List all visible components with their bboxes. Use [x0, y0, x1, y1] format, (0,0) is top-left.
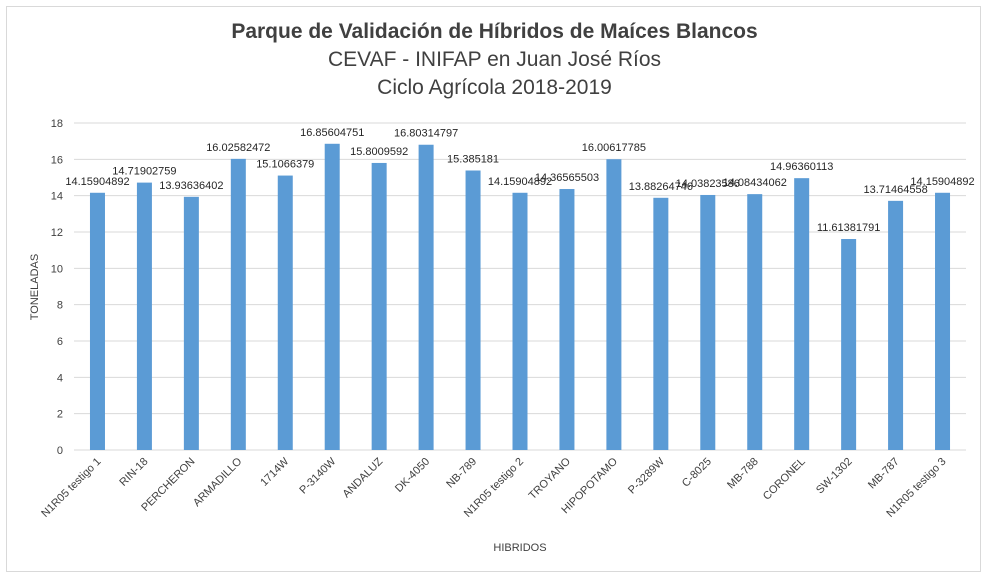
data-labels: 14.1590489214.7190275913.9363640216.0258…	[65, 127, 974, 234]
data-label: 14.96360113	[770, 161, 833, 173]
bar	[512, 192, 528, 450]
bar	[606, 159, 622, 450]
x-tick-label: C-8025	[680, 456, 714, 490]
bar	[700, 194, 716, 450]
bar	[559, 189, 575, 451]
bar	[794, 178, 810, 450]
data-label: 13.88264746	[629, 181, 693, 193]
y-tick-label: 18	[51, 118, 63, 130]
data-label: 16.02582472	[206, 142, 270, 154]
bar	[183, 196, 199, 450]
x-tick-label: NB-789	[444, 456, 479, 491]
x-tick-label: P-3140W	[297, 455, 338, 496]
y-tick-label: 0	[57, 445, 63, 457]
bar	[653, 197, 669, 450]
bar	[465, 170, 481, 450]
data-label: 14.15904892	[910, 176, 974, 188]
bar	[888, 200, 904, 450]
x-tick-label: MB-787	[866, 456, 902, 492]
x-tick-label: DK-4050	[393, 456, 432, 495]
y-tick-label: 10	[51, 263, 63, 275]
data-label: 14.15904892	[65, 176, 129, 188]
data-label: 14.15904892	[488, 176, 552, 188]
x-tick-label: P-3289W	[626, 455, 667, 496]
bar	[230, 158, 246, 450]
x-tick-label: CORONEL	[761, 456, 808, 503]
x-tick-label: TROYANO	[527, 455, 574, 502]
data-label: 11.61381791	[817, 222, 880, 234]
x-tick-label: RIN-18	[117, 456, 150, 489]
data-label: 13.71464558	[863, 184, 927, 196]
x-axis-title: HIBRIDOS	[493, 542, 546, 554]
bar	[136, 182, 152, 450]
bar	[277, 175, 293, 450]
y-tick-label: 2	[57, 409, 63, 421]
data-label: 16.85604751	[300, 127, 364, 139]
bar	[324, 143, 340, 450]
bar	[935, 192, 951, 450]
data-label: 15.8009592	[350, 146, 408, 158]
x-tick-label: SW-1302	[814, 456, 855, 497]
bar	[89, 192, 105, 450]
x-tick-label: ANDALUZ	[340, 455, 385, 500]
data-label: 15.1066379	[256, 159, 314, 171]
data-label: 14.36565503	[535, 172, 599, 184]
data-label: 14.03823586	[676, 178, 740, 190]
chart-subtitle-1: CEVAF - INIFAP en Juan José Ríos	[327, 48, 662, 71]
y-tick-label: 8	[57, 300, 63, 312]
chart-title: Parque de Validación de Híbridos de Maíc…	[231, 20, 758, 43]
x-tick-label: MB-788	[725, 456, 761, 492]
y-tick-label: 14	[51, 191, 63, 203]
y-tick-label: 4	[57, 372, 63, 384]
data-label: 13.93636402	[159, 180, 223, 192]
y-tick-label: 16	[51, 154, 63, 166]
bar	[747, 194, 763, 450]
data-label: 14.08434062	[723, 177, 787, 189]
chart-frame	[6, 6, 981, 572]
y-tick-label: 12	[51, 227, 63, 239]
bar	[371, 162, 387, 451]
data-label: 16.00617785	[582, 142, 646, 154]
chart-subtitle-2: Ciclo Agrícola 2018-2019	[377, 76, 612, 99]
bar	[841, 239, 857, 450]
chart-title-block: Parque de Validación de Híbridos de Maíc…	[0, 18, 989, 102]
bars	[89, 143, 951, 451]
x-tick-label: N1R05 testigo 1	[39, 456, 103, 520]
data-label: 16.80314797	[394, 128, 458, 140]
x-tick-label: ARMADILLO	[191, 455, 245, 509]
y-tick-label: 6	[57, 336, 63, 348]
x-tick-label: 1714W	[258, 455, 292, 489]
y-axis-title: TONELADAS	[29, 254, 41, 320]
data-label: 14.71902759	[112, 166, 176, 178]
bar	[418, 144, 434, 451]
data-label: 15.385181	[447, 154, 499, 166]
y-axis-ticks: 0 2 4 6 8 10 12 14 16 18	[51, 118, 63, 457]
